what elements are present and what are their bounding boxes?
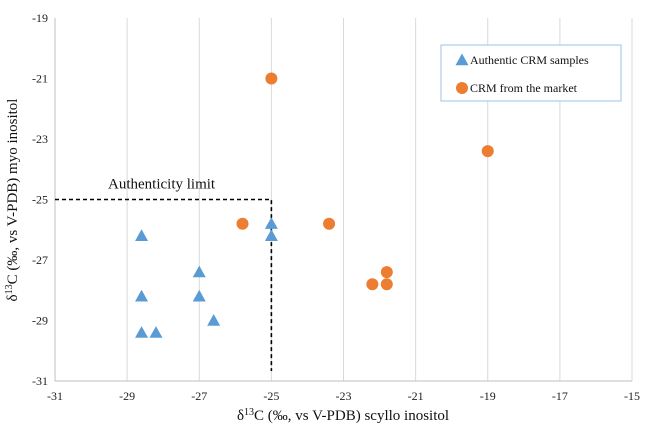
- x-tick-label: -17: [552, 389, 568, 403]
- authentic-sample-point: [264, 217, 278, 229]
- x-tick-label: -19: [480, 389, 496, 403]
- market-sample-point: [481, 145, 494, 158]
- market-sample-point: [380, 278, 393, 291]
- authentic-sample-point: [135, 289, 149, 302]
- x-axis-title: δ13C (‰, vs V-PDB) scyllo inositol: [237, 407, 449, 425]
- authentic-sample-point: [192, 265, 206, 278]
- authentic-sample-point: [192, 289, 206, 302]
- legend-label: CRM from the market: [470, 81, 578, 95]
- authentic-sample-point: [135, 326, 149, 338]
- authentic-sample-point: [135, 229, 149, 241]
- y-axis-title: δ13C (‰, vs V-PDB) myo inositol: [4, 99, 22, 302]
- x-tick-label: -25: [263, 389, 279, 403]
- y-tick-label: -21: [32, 72, 48, 86]
- y-tick-label: -25: [32, 193, 48, 207]
- tick-labels: -31 -29 -27 -25 -23 -21 -19 -17 -15 -19 -21 -23 -25 -…: [32, 11, 640, 403]
- legend-label: Authentic CRM samples: [470, 53, 589, 67]
- authenticity-limit-label: Authenticity limit: [108, 177, 216, 193]
- authentic-sample-point: [264, 229, 278, 241]
- market-sample-point: [323, 217, 336, 230]
- data-points: [135, 72, 494, 338]
- y-tick-label: -27: [32, 253, 48, 267]
- x-tick-label: -31: [47, 389, 63, 403]
- market-sample-point: [265, 72, 278, 85]
- market-sample-point: [366, 278, 379, 291]
- x-tick-label: -15: [624, 389, 640, 403]
- authentic-sample-point: [207, 314, 221, 326]
- market-sample-point: [380, 266, 393, 279]
- y-tick-label: -31: [32, 374, 48, 388]
- y-tick-label: -29: [32, 314, 48, 328]
- market-sample-point: [236, 217, 249, 230]
- authentic-sample-point: [149, 326, 163, 338]
- legend-box: [440, 44, 622, 102]
- x-tick-label: -29: [119, 389, 135, 403]
- legend-marker-circle: [456, 82, 468, 94]
- authenticity-limit-line: [55, 198, 273, 371]
- legend: Authentic CRM samples CRM from the market: [440, 44, 622, 102]
- x-tick-label: -23: [336, 389, 352, 403]
- x-tick-label: -27: [191, 389, 207, 403]
- x-tick-label: -21: [408, 389, 424, 403]
- authenticity-limit: Authenticity limit: [55, 177, 273, 371]
- y-tick-label: -19: [32, 11, 48, 25]
- y-tick-label: -23: [32, 132, 48, 146]
- legend-marker-triangle: [455, 53, 469, 66]
